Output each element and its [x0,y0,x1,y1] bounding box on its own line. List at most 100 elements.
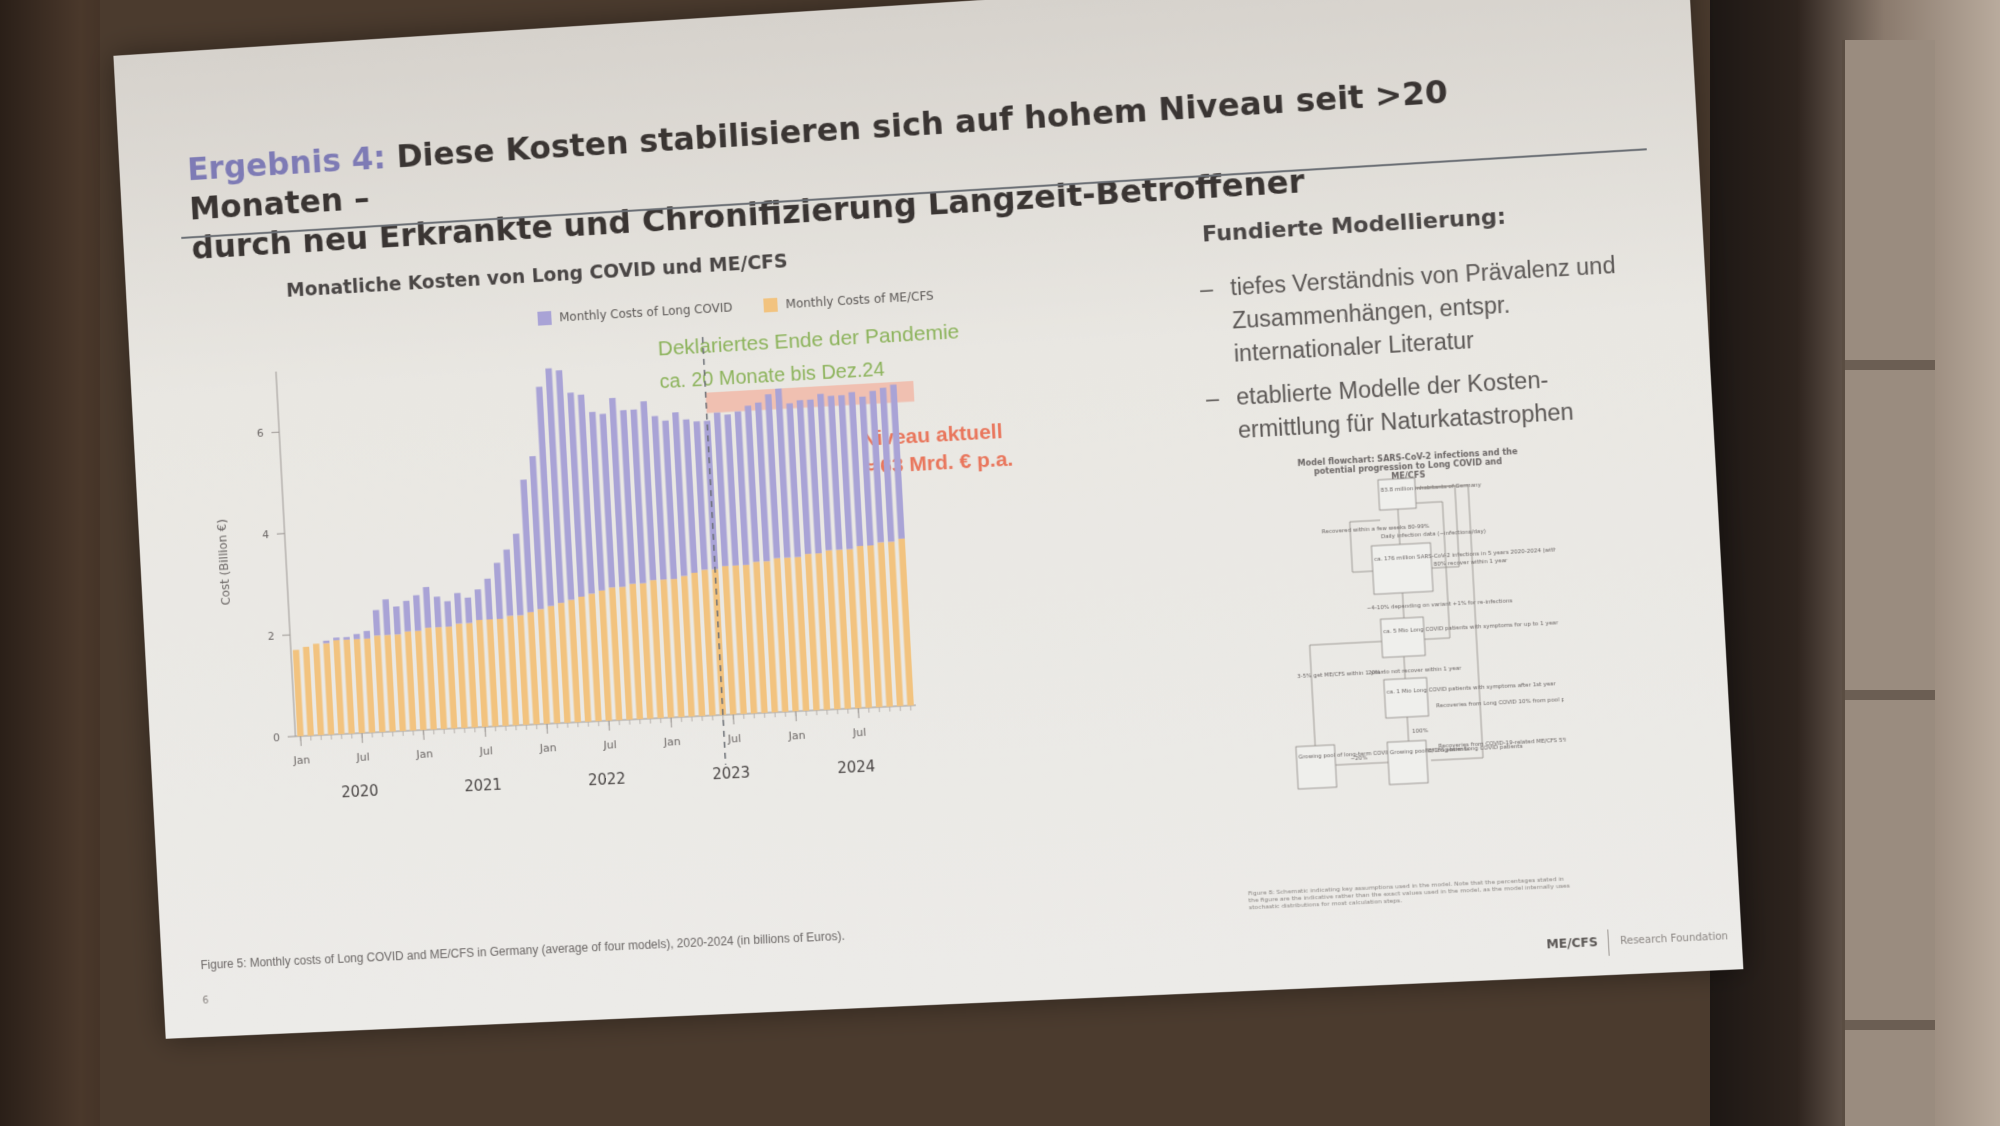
x-tick-label: Jan [292,753,310,767]
bar-long-covid [423,587,432,628]
bar-mecfs [333,640,344,734]
bar-mecfs [578,597,591,722]
legend-item-mecfs: Monthly Costs of ME/CFS [764,289,934,313]
bar-mecfs [538,609,551,724]
bar-mecfs [343,639,354,733]
bar-mecfs [354,639,365,733]
flow-node-infections [1371,543,1433,594]
x-tick-label: Jan [415,747,433,761]
y-axis-label: Cost (Billion €) [215,519,233,606]
x-tick-label: Jul [355,750,370,764]
bar-long-covid [513,534,524,616]
stacked-bar-chart: 0 2 4 6 Cost (Billion €) Jan Jul Jan Jul Jan Jul Ja… [188,324,963,879]
flow-node-long-covid-pool [1387,740,1428,784]
legend-swatch-mecfs [764,298,779,313]
bullet-item-1: tiefes Verständnis von Prävalenz und Zus… [1199,248,1632,372]
x-tick-mark [423,730,424,740]
x-year-label: 2020 [341,782,379,802]
chart-title: Monatliche Kosten von Long COVID und ME/… [286,250,788,302]
bar-long-covid [484,579,493,620]
bar-mecfs [466,623,478,728]
flow-label-100pct: 100% [1412,728,1428,735]
bar-long-covid [364,631,371,639]
chart-legend: Monthly Costs of Long COVID Monthly Cost… [537,287,962,329]
bar-mecfs [486,619,498,726]
bar-long-covid [454,593,462,624]
bar-mecfs [384,635,396,732]
x-tick-label: Jul [602,738,617,752]
legend-label-long-covid: Monthly Costs of Long COVID [559,300,733,324]
bar-mecfs [405,631,417,730]
x-tick-mark [671,718,672,728]
x-tick-mark [796,711,797,721]
footer-organisation: Research Foundation [1620,931,1728,947]
bar-mecfs [374,635,386,732]
flow-label-20pct-mecfs: ~20% [1350,755,1367,762]
footer-separator [1607,929,1609,955]
bar-long-covid [353,634,360,639]
x-year-label: 2023 [712,763,751,783]
x-tick-mark [547,724,548,734]
wall-speaker [1842,40,1935,1126]
bar-mecfs [313,644,324,736]
x-tick-mark [858,708,859,718]
bar-mecfs [588,593,601,721]
x-tick-mark [485,727,486,737]
bar-mecfs [415,631,427,730]
bar-mecfs [507,616,519,726]
bar-mecfs [425,628,437,730]
bar-mecfs [558,603,571,723]
x-tick-label: Jul [479,744,494,758]
bar-long-covid [465,597,473,623]
bar-mecfs [323,643,334,735]
legend-item-long-covid: Monthly Costs of Long COVID [537,300,732,325]
flowchart-caption: Figure 8: Schematic indicating key assum… [1248,875,1575,911]
flow-label-80pct: 80% recover within 1 year [1433,558,1508,568]
bar-long-covid [494,563,503,619]
bar-long-covid [393,606,401,634]
bar-long-covid [413,595,421,631]
model-flowchart: 83.8 million inhabitants of Germany ca. … [1224,440,1568,800]
x-year-label: 2022 [588,770,627,790]
bar-long-covid [343,637,349,640]
bar-mecfs [497,619,509,726]
y-tick-label: 0 [273,731,281,744]
bullet-item-2: etablierte Modelle der Kosten-ermittlung… [1205,358,1636,448]
y-tick-label: 6 [257,427,265,440]
bar-long-covid [434,597,442,628]
y-tick-label: 2 [267,630,274,643]
bar-long-covid [323,641,329,644]
bar-mecfs [517,615,529,725]
x-tick-mark [733,714,734,724]
flow-label-mecfs: 3-5% get ME/CFS within 1 year [1297,670,1384,680]
bar-mecfs [364,638,375,732]
x-tick-mark [301,736,302,746]
flow-label-recov-lc: Recoveries from Long COVID 10% from pool… [1436,696,1568,710]
x-tick-label: Jan [787,729,806,743]
y-axis-line [276,372,295,737]
flow-node-mecfs-pool [1296,745,1337,789]
x-tick-label: Jul [852,726,867,740]
bar-mecfs [303,647,314,736]
footer-logo: ME/CFS [1546,935,1598,951]
figure-caption: Figure 5: Monthly costs of Long COVID an… [200,929,845,972]
x-tick-label: Jan [539,741,557,755]
bar-long-covid [444,601,452,627]
flow-label-variant: ~4-10% depending on variant +1% for re-i… [1367,598,1513,612]
bar-mecfs [599,590,612,720]
bar-long-covid [333,637,339,640]
bar-long-covid [475,589,483,620]
x-year-label: 2024 [837,757,876,777]
right-panel-heading: Fundierte Modellierung: [1201,204,1506,247]
x-tick-label: Jul [727,732,742,746]
legend-label-mecfs: Monthly Costs of ME/CFS [785,289,934,312]
bar-long-covid [403,601,411,632]
bar-mecfs [548,606,561,724]
bar-mecfs [395,634,407,731]
x-tick-mark [609,721,610,731]
flow-node-long-covid-1y [1380,617,1425,658]
x-tick-mark [362,733,363,743]
page-number: 6 [202,995,209,1006]
bar-mecfs [476,620,488,727]
legend-swatch-long-covid [537,311,551,326]
